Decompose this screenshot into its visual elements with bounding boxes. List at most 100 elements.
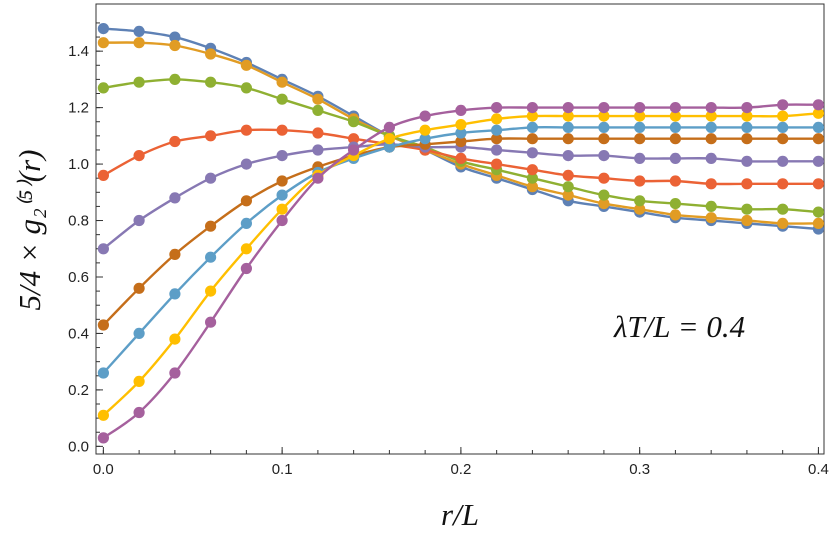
data-point xyxy=(97,37,109,49)
data-point xyxy=(491,102,503,114)
data-point xyxy=(97,243,109,255)
data-point xyxy=(455,127,467,139)
data-point xyxy=(562,133,574,145)
data-point xyxy=(169,367,181,379)
data-point xyxy=(526,133,539,145)
data-point xyxy=(669,152,682,164)
data-point xyxy=(705,102,717,114)
data-point xyxy=(598,110,610,122)
data-point xyxy=(419,133,431,145)
data-point xyxy=(491,144,503,156)
data-point xyxy=(169,192,181,204)
data-point xyxy=(705,200,717,212)
data-point xyxy=(598,150,610,162)
data-point xyxy=(348,116,360,128)
data-point xyxy=(169,333,181,345)
data-point xyxy=(669,133,682,145)
data-point xyxy=(526,121,539,133)
data-point xyxy=(133,327,145,339)
data-point xyxy=(777,99,789,111)
y-axis-label: 5/4 × g₂⁽⁵⁾(r) xyxy=(12,149,47,310)
x-tick-label: 0.0 xyxy=(93,461,114,478)
data-point xyxy=(276,203,288,215)
data-point xyxy=(205,76,217,88)
y-tick-label: 1.2 xyxy=(68,100,89,117)
data-point xyxy=(205,130,217,142)
data-point xyxy=(97,82,109,94)
data-point xyxy=(455,135,467,148)
data-point xyxy=(634,175,646,187)
data-point xyxy=(598,121,610,133)
data-point xyxy=(419,110,431,122)
data-point xyxy=(133,282,145,294)
data-point xyxy=(598,102,610,114)
y-tick-label: 0.8 xyxy=(68,213,89,230)
data-point xyxy=(97,367,109,379)
data-point xyxy=(240,243,252,255)
data-point xyxy=(455,119,467,131)
data-point xyxy=(276,93,288,105)
data-point xyxy=(812,178,825,190)
y-tick-label: 0.2 xyxy=(68,382,89,399)
annotation: λT/L = 0.4 xyxy=(613,309,745,344)
data-point xyxy=(240,82,252,94)
data-point xyxy=(133,150,145,162)
data-point xyxy=(598,189,610,201)
data-point xyxy=(348,133,360,145)
x-tick-label: 0.2 xyxy=(450,461,471,478)
data-point xyxy=(169,31,181,43)
data-point xyxy=(169,39,181,52)
data-point xyxy=(240,217,252,229)
data-point xyxy=(491,113,503,125)
data-point xyxy=(705,133,717,145)
data-point xyxy=(812,155,825,167)
data-point xyxy=(812,206,825,218)
data-point xyxy=(205,316,217,328)
y-tick-label: 1.4 xyxy=(68,43,89,60)
data-point xyxy=(526,147,539,159)
data-point xyxy=(312,127,324,139)
data-point xyxy=(240,262,252,275)
series xyxy=(97,99,825,444)
data-point xyxy=(705,110,717,122)
data-point xyxy=(205,48,217,60)
data-point xyxy=(97,169,109,181)
data-point xyxy=(97,409,109,421)
data-point xyxy=(741,110,753,122)
data-point xyxy=(812,217,825,229)
data-point xyxy=(312,93,324,105)
data-point xyxy=(240,195,252,207)
data-point xyxy=(276,150,288,162)
data-point xyxy=(276,214,288,227)
data-point xyxy=(562,181,574,193)
data-point xyxy=(562,189,574,201)
data-point xyxy=(669,121,682,133)
series xyxy=(97,133,825,331)
data-point xyxy=(455,152,467,164)
y-tick-label: 0.4 xyxy=(68,325,89,342)
data-point xyxy=(133,375,145,387)
data-point xyxy=(276,175,288,187)
data-point xyxy=(383,133,395,145)
data-point xyxy=(419,124,431,136)
data-point xyxy=(741,121,753,133)
data-point xyxy=(205,220,217,232)
data-point xyxy=(669,175,682,187)
ticks: 0.0 0.1 0.2 0.3 0.4 0.0 0.2 0.4 0.6 0.8 1.0 1.2 1.4 xyxy=(68,22,829,478)
data-point xyxy=(741,203,753,215)
data-point xyxy=(133,214,145,227)
data-point xyxy=(383,121,395,133)
data-point xyxy=(705,212,717,224)
data-point xyxy=(634,195,646,207)
data-point xyxy=(741,102,753,114)
data-point xyxy=(777,110,789,122)
data-point xyxy=(133,406,145,419)
series xyxy=(97,73,825,218)
data-point xyxy=(133,76,145,88)
data-point xyxy=(205,251,217,263)
data-point xyxy=(812,107,825,119)
data-point xyxy=(276,124,288,136)
data-point xyxy=(705,152,717,164)
data-point xyxy=(240,124,252,136)
